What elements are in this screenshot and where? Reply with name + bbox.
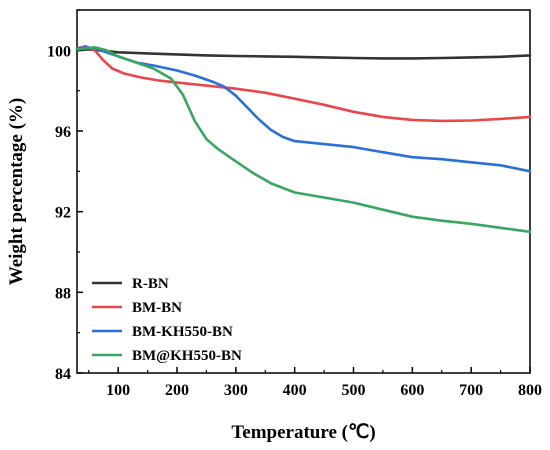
x-tick-label: 700 bbox=[459, 382, 483, 399]
x-tick-label: 400 bbox=[283, 382, 307, 399]
plot-frame bbox=[76, 9, 531, 374]
legend-label: BM-KH550-BN bbox=[132, 324, 233, 340]
legend-label: R-BN bbox=[132, 276, 169, 292]
series-line-4 bbox=[75, 46, 532, 234]
x-tick-label: 100 bbox=[106, 382, 130, 399]
y-tick-label: 92 bbox=[55, 205, 71, 222]
y-tick-label: 100 bbox=[47, 43, 71, 60]
x-axis-title: Temperature (℃) bbox=[231, 422, 375, 443]
series-lines bbox=[75, 45, 532, 234]
y-tick-label: 88 bbox=[55, 285, 71, 302]
x-tick-label: 500 bbox=[342, 382, 366, 399]
series-line-2 bbox=[75, 45, 532, 123]
series-line-1 bbox=[75, 48, 532, 60]
legend-label: BM@KH550-BN bbox=[132, 348, 242, 364]
legend-label: BM-BN bbox=[132, 300, 182, 316]
y-tick-label: 96 bbox=[55, 124, 71, 141]
x-tick-label: 800 bbox=[518, 382, 542, 399]
x-tick-label: 200 bbox=[165, 382, 189, 399]
y-axis-title: Weight percentage (%) bbox=[6, 98, 27, 286]
x-tick-label: 300 bbox=[224, 382, 248, 399]
x-tick-label: 600 bbox=[400, 382, 424, 399]
axis-tick-labels: 100 200 300 400 500 600 700 800 84 88 92 96 100 bbox=[47, 43, 542, 399]
y-tick-label: 84 bbox=[55, 366, 71, 383]
legend: R-BN BM-BN BM-KH550-BN BM@KH550-BN bbox=[92, 276, 242, 364]
